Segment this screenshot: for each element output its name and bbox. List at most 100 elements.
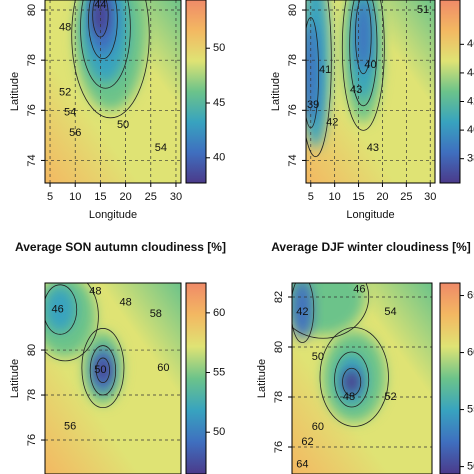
contour-line — [95, 357, 110, 384]
colorbar-tick-label: 55 — [213, 366, 225, 378]
contour-label: 60 — [312, 421, 324, 433]
colorbar-tick-label: 40 — [213, 152, 225, 164]
contour-label: 43 — [367, 142, 379, 154]
x-tick-label: 20 — [119, 191, 131, 203]
y-tick-label: 80 — [287, 4, 299, 16]
contour-label: 40 — [364, 59, 376, 71]
colorbar-tick-label: 38 — [467, 153, 474, 165]
contour-label: 43 — [350, 84, 362, 96]
field-blob — [306, 22, 318, 123]
y-tick-label: 76 — [26, 104, 38, 116]
y-tick-label: 76 — [26, 434, 38, 446]
y-axis-label: Latitude — [256, 359, 268, 398]
colorbar — [185, 0, 207, 184]
colorbar-tick-label: 50 — [467, 460, 474, 472]
field-blob — [93, 0, 108, 36]
contour-label: 46 — [51, 303, 63, 315]
contour-line — [334, 351, 370, 408]
contour-label: 46 — [353, 283, 365, 295]
x-tick-label: 5 — [47, 191, 53, 203]
contour-label: 56 — [64, 420, 76, 432]
x-axis-label: Longitude — [346, 209, 394, 221]
colorbar-tick-label: 42 — [467, 95, 474, 107]
contour-label: 52 — [59, 87, 71, 99]
colorbar-tick-label: 60 — [213, 307, 225, 319]
contour-line — [341, 0, 385, 131]
panel-title: Average DJF winter cloudiness [%] — [271, 240, 471, 254]
y-axis-label: Latitude — [9, 359, 21, 398]
colorbar-tick-label: 50 — [213, 426, 225, 438]
colorbar-tick-label: 55 — [467, 403, 474, 415]
contour-label: 48 — [89, 285, 101, 297]
contour-line — [342, 367, 362, 397]
plot-frame — [44, 0, 182, 184]
x-tick-label: 30 — [424, 191, 436, 203]
y-tick-label: 78 — [26, 389, 38, 401]
plot-frame — [305, 0, 436, 184]
colorbar-tick-label: 60 — [467, 346, 474, 358]
x-tick-label: 15 — [352, 191, 364, 203]
contour-line — [80, 0, 131, 89]
colorbar-tick-label: 46 — [467, 38, 474, 50]
colorbar-tick-label: 45 — [213, 97, 225, 109]
y-axis-label: Latitude — [270, 72, 282, 111]
contour-label: 56 — [69, 127, 81, 139]
contour-label: 64 — [296, 458, 308, 470]
x-tick-label: 10 — [69, 191, 81, 203]
y-tick-label: 78 — [273, 391, 285, 403]
contour-line — [355, 0, 372, 75]
panel: 46 48 48 58 50 60 56 — [45, 283, 181, 474]
contour-label: 50 — [117, 119, 129, 131]
colorbar-tick-label: 50 — [213, 42, 225, 54]
colorbar — [439, 0, 461, 184]
panel-title: Average SON autumn cloudiness [%] — [15, 240, 226, 254]
contour-label: 50 — [312, 351, 324, 363]
contour-label: 54 — [155, 142, 167, 154]
x-axis-label: Longitude — [89, 209, 137, 221]
contour-label: 51 — [417, 4, 429, 16]
y-tick-label: 76 — [273, 441, 285, 453]
contour-line — [71, 0, 150, 119]
y-tick-label: 74 — [26, 154, 38, 166]
x-tick-label: 10 — [329, 191, 341, 203]
contour-label: 48 — [119, 297, 131, 309]
colorbar-tick-label: 65 — [467, 289, 474, 301]
y-tick-label: 80 — [273, 341, 285, 353]
y-axis-label: Latitude — [9, 72, 21, 111]
contour-line — [292, 283, 370, 339]
contour-line — [292, 283, 315, 343]
contour-label: 39 — [307, 99, 319, 111]
contour-label: 54 — [64, 107, 76, 119]
plot-frame — [44, 282, 182, 474]
contour-line — [45, 283, 99, 362]
contour-label: 62 — [301, 436, 313, 448]
contour-line — [88, 0, 118, 60]
contour-label: 50 — [94, 364, 106, 376]
panel: 42 46 54 50 48 52 60 62 64 — [292, 283, 432, 474]
field-blob — [356, 0, 371, 71]
contour-line — [45, 284, 78, 335]
plot-frame — [291, 282, 433, 474]
y-tick-label: 76 — [287, 104, 299, 116]
x-tick-label: 25 — [145, 191, 157, 203]
field-blob — [292, 283, 313, 340]
x-tick-label: 25 — [400, 191, 412, 203]
panel: 44 48 52 54 56 50 54 — [45, 0, 181, 183]
contour-label: 44 — [94, 0, 106, 11]
field-blob — [96, 359, 109, 382]
panel: 41 43 42 43 39 40 51 — [306, 0, 435, 183]
contour-line — [319, 327, 389, 427]
contour-line — [349, 0, 378, 107]
contour-line — [89, 345, 117, 396]
x-tick-label: 20 — [376, 191, 388, 203]
contour-label: 52 — [384, 391, 396, 403]
x-tick-label: 30 — [170, 191, 182, 203]
x-tick-label: 5 — [308, 191, 314, 203]
y-tick-label: 74 — [287, 154, 299, 166]
contour-label: 42 — [296, 306, 308, 318]
x-tick-label: 15 — [94, 191, 106, 203]
y-tick-label: 80 — [26, 344, 38, 356]
y-tick-label: 82 — [273, 291, 285, 303]
contour-label: 42 — [326, 117, 338, 129]
contour-label: 60 — [157, 362, 169, 374]
